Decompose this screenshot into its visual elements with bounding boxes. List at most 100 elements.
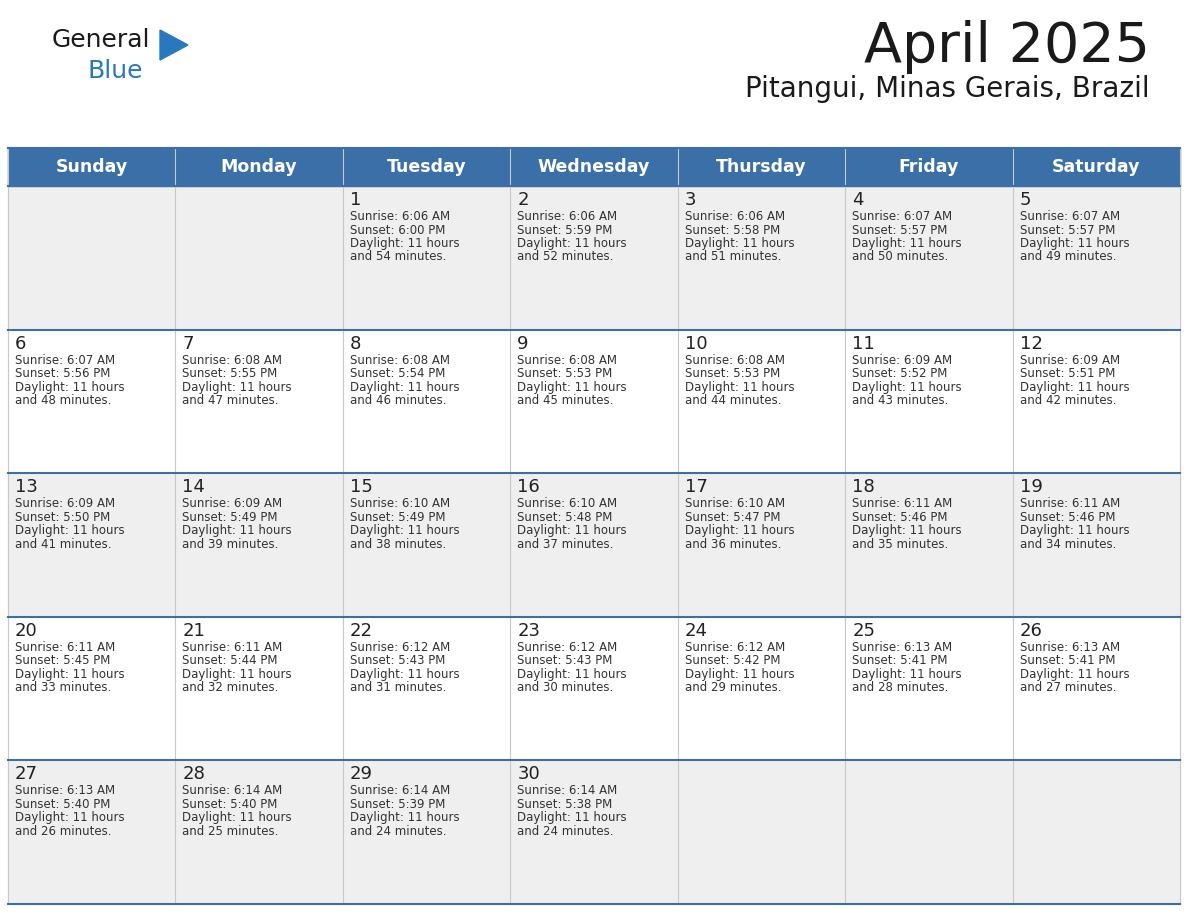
Text: Sunrise: 6:08 AM: Sunrise: 6:08 AM <box>349 353 450 366</box>
Text: Sunset: 5:41 PM: Sunset: 5:41 PM <box>1019 655 1116 667</box>
Text: and 29 minutes.: and 29 minutes. <box>684 681 782 694</box>
Text: General: General <box>52 28 151 52</box>
Text: 12: 12 <box>1019 334 1042 353</box>
Text: Saturday: Saturday <box>1053 158 1140 176</box>
Text: Sunrise: 6:14 AM: Sunrise: 6:14 AM <box>517 784 618 798</box>
Text: Daylight: 11 hours: Daylight: 11 hours <box>852 667 962 681</box>
Text: Sunrise: 6:10 AM: Sunrise: 6:10 AM <box>517 498 618 510</box>
Bar <box>8 186 1180 330</box>
Text: Daylight: 11 hours: Daylight: 11 hours <box>517 524 627 537</box>
Text: and 41 minutes.: and 41 minutes. <box>15 538 112 551</box>
Text: Sunset: 5:40 PM: Sunset: 5:40 PM <box>15 798 110 811</box>
Text: Sunset: 5:53 PM: Sunset: 5:53 PM <box>517 367 613 380</box>
Text: and 28 minutes.: and 28 minutes. <box>852 681 948 694</box>
Text: Wednesday: Wednesday <box>538 158 650 176</box>
Text: Friday: Friday <box>898 158 959 176</box>
Text: Daylight: 11 hours: Daylight: 11 hours <box>183 381 292 394</box>
Text: Daylight: 11 hours: Daylight: 11 hours <box>1019 667 1130 681</box>
Text: Daylight: 11 hours: Daylight: 11 hours <box>349 812 460 824</box>
Text: Sunrise: 6:10 AM: Sunrise: 6:10 AM <box>349 498 450 510</box>
Text: Sunrise: 6:08 AM: Sunrise: 6:08 AM <box>183 353 283 366</box>
Text: Daylight: 11 hours: Daylight: 11 hours <box>684 667 795 681</box>
Text: and 34 minutes.: and 34 minutes. <box>1019 538 1116 551</box>
Text: and 42 minutes.: and 42 minutes. <box>1019 394 1116 407</box>
Text: Daylight: 11 hours: Daylight: 11 hours <box>852 381 962 394</box>
Text: 21: 21 <box>183 621 206 640</box>
Text: Tuesday: Tuesday <box>387 158 467 176</box>
Text: Sunrise: 6:11 AM: Sunrise: 6:11 AM <box>183 641 283 654</box>
Text: and 31 minutes.: and 31 minutes. <box>349 681 447 694</box>
Text: 7: 7 <box>183 334 194 353</box>
Text: and 49 minutes.: and 49 minutes. <box>1019 251 1116 263</box>
Text: Sunrise: 6:06 AM: Sunrise: 6:06 AM <box>684 210 785 223</box>
Text: Daylight: 11 hours: Daylight: 11 hours <box>517 667 627 681</box>
Text: Sunset: 5:38 PM: Sunset: 5:38 PM <box>517 798 613 811</box>
Text: Sunset: 5:42 PM: Sunset: 5:42 PM <box>684 655 781 667</box>
Text: Daylight: 11 hours: Daylight: 11 hours <box>852 237 962 250</box>
Text: Sunrise: 6:14 AM: Sunrise: 6:14 AM <box>183 784 283 798</box>
Text: Monday: Monday <box>221 158 297 176</box>
Text: 23: 23 <box>517 621 541 640</box>
Text: Daylight: 11 hours: Daylight: 11 hours <box>15 524 125 537</box>
Text: Sunset: 5:45 PM: Sunset: 5:45 PM <box>15 655 110 667</box>
Text: 9: 9 <box>517 334 529 353</box>
Text: Daylight: 11 hours: Daylight: 11 hours <box>684 381 795 394</box>
Text: Daylight: 11 hours: Daylight: 11 hours <box>1019 237 1130 250</box>
Text: Daylight: 11 hours: Daylight: 11 hours <box>183 667 292 681</box>
Text: Sunset: 5:55 PM: Sunset: 5:55 PM <box>183 367 278 380</box>
Bar <box>8 330 1180 473</box>
Text: and 50 minutes.: and 50 minutes. <box>852 251 948 263</box>
Text: and 45 minutes.: and 45 minutes. <box>517 394 614 407</box>
Text: Daylight: 11 hours: Daylight: 11 hours <box>15 381 125 394</box>
Bar <box>8 148 1180 186</box>
Text: 27: 27 <box>15 766 38 783</box>
Text: Sunset: 6:00 PM: Sunset: 6:00 PM <box>349 223 446 237</box>
Text: Sunset: 5:53 PM: Sunset: 5:53 PM <box>684 367 781 380</box>
Text: and 51 minutes.: and 51 minutes. <box>684 251 781 263</box>
Text: 13: 13 <box>15 478 38 497</box>
Text: Sunset: 5:44 PM: Sunset: 5:44 PM <box>183 655 278 667</box>
Text: and 46 minutes.: and 46 minutes. <box>349 394 447 407</box>
Text: Daylight: 11 hours: Daylight: 11 hours <box>1019 381 1130 394</box>
Bar <box>8 760 1180 904</box>
Text: Sunrise: 6:07 AM: Sunrise: 6:07 AM <box>1019 210 1120 223</box>
Text: Pitangui, Minas Gerais, Brazil: Pitangui, Minas Gerais, Brazil <box>745 75 1150 103</box>
Text: 30: 30 <box>517 766 541 783</box>
Text: 16: 16 <box>517 478 541 497</box>
Text: Daylight: 11 hours: Daylight: 11 hours <box>349 381 460 394</box>
Text: Daylight: 11 hours: Daylight: 11 hours <box>517 812 627 824</box>
Text: Sunset: 5:48 PM: Sunset: 5:48 PM <box>517 510 613 523</box>
Text: 25: 25 <box>852 621 876 640</box>
Text: Sunrise: 6:12 AM: Sunrise: 6:12 AM <box>517 641 618 654</box>
Text: Sunrise: 6:07 AM: Sunrise: 6:07 AM <box>15 353 115 366</box>
Text: Sunrise: 6:09 AM: Sunrise: 6:09 AM <box>15 498 115 510</box>
Text: Sunset: 5:43 PM: Sunset: 5:43 PM <box>517 655 613 667</box>
Bar <box>8 473 1180 617</box>
Text: and 39 minutes.: and 39 minutes. <box>183 538 279 551</box>
Text: Sunset: 5:57 PM: Sunset: 5:57 PM <box>1019 223 1116 237</box>
Text: and 24 minutes.: and 24 minutes. <box>517 825 614 838</box>
Text: 17: 17 <box>684 478 708 497</box>
Text: Daylight: 11 hours: Daylight: 11 hours <box>852 524 962 537</box>
Text: 18: 18 <box>852 478 874 497</box>
Text: Sunset: 5:39 PM: Sunset: 5:39 PM <box>349 798 446 811</box>
Text: Sunset: 5:49 PM: Sunset: 5:49 PM <box>183 510 278 523</box>
Text: 24: 24 <box>684 621 708 640</box>
Text: 10: 10 <box>684 334 707 353</box>
Text: Sunset: 5:41 PM: Sunset: 5:41 PM <box>852 655 948 667</box>
Text: Daylight: 11 hours: Daylight: 11 hours <box>183 812 292 824</box>
Text: Daylight: 11 hours: Daylight: 11 hours <box>517 381 627 394</box>
Text: April 2025: April 2025 <box>864 20 1150 74</box>
Text: Sunset: 5:58 PM: Sunset: 5:58 PM <box>684 223 781 237</box>
Text: Daylight: 11 hours: Daylight: 11 hours <box>15 667 125 681</box>
Text: Sunrise: 6:09 AM: Sunrise: 6:09 AM <box>183 498 283 510</box>
Text: and 52 minutes.: and 52 minutes. <box>517 251 614 263</box>
Text: Sunset: 5:56 PM: Sunset: 5:56 PM <box>15 367 110 380</box>
Text: 8: 8 <box>349 334 361 353</box>
Text: 19: 19 <box>1019 478 1042 497</box>
Text: Daylight: 11 hours: Daylight: 11 hours <box>349 667 460 681</box>
Text: and 24 minutes.: and 24 minutes. <box>349 825 447 838</box>
Text: Sunrise: 6:10 AM: Sunrise: 6:10 AM <box>684 498 785 510</box>
Text: and 48 minutes.: and 48 minutes. <box>15 394 112 407</box>
Text: 2: 2 <box>517 191 529 209</box>
